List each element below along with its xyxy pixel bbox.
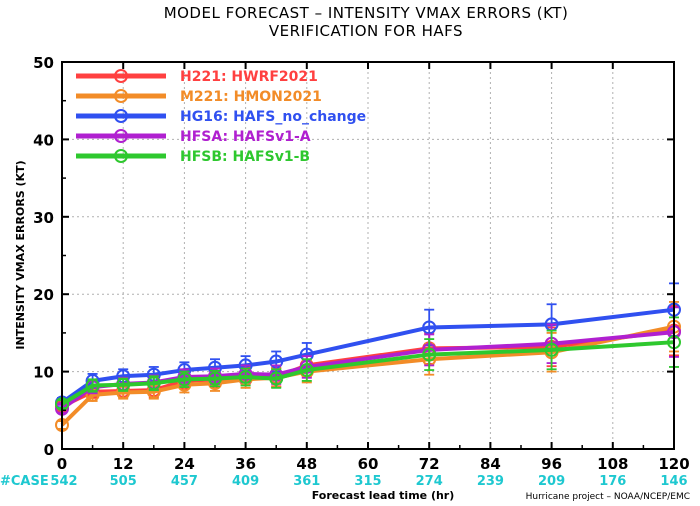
legend-marker-HFSA: [114, 129, 128, 143]
case-count-0: 542: [50, 474, 77, 489]
y-tick-label-20: 20: [33, 286, 54, 304]
y-tick-label-40: 40: [33, 131, 54, 149]
data-point-HG16-72: [422, 320, 437, 335]
data-point-HFSB-72: [422, 347, 437, 362]
legend-item-HFSA: HFSA: HAFSv1-A: [76, 129, 311, 145]
case-count-36: 409: [232, 474, 259, 489]
case-count-108: 176: [599, 474, 626, 489]
data-point-HFSB-12: [116, 377, 131, 392]
case-count-60: 315: [354, 474, 381, 489]
legend-label-M221: M221: HMON2021: [180, 89, 322, 105]
y-tick-label-0: 0: [44, 441, 54, 459]
case-count-12: 505: [110, 474, 137, 489]
case-count-84: 239: [477, 474, 504, 489]
x-tick-label-108: 108: [597, 455, 628, 473]
legend-label-H221: H221: HWRF2021: [180, 69, 318, 85]
case-count-72: 274: [416, 474, 443, 489]
legend-item-HFSB: HFSB: HAFSv1-B: [76, 149, 310, 165]
chart-title-line2: VERIFICATION FOR HAFS: [269, 22, 463, 40]
legend-marker-H221: [114, 69, 128, 83]
legend-label-HFSB: HFSB: HAFSv1-B: [180, 149, 310, 165]
data-point-HFSB-36: [238, 370, 253, 385]
data-point-HFSB-42: [269, 371, 284, 386]
data-point-HFSB-18: [146, 376, 161, 391]
case-counts: #CASE 542 505 457 409 361 315 274 239 209 176 146: [0, 474, 688, 489]
case-count-120: 146: [660, 474, 687, 489]
legend-label-HFSA: HFSA: HAFSv1-A: [180, 129, 311, 145]
x-tick-label-24: 24: [174, 455, 195, 473]
x-tick-label-12: 12: [113, 455, 134, 473]
credit-text: Hurricane project – NOAA/NCEP/EMC: [526, 492, 690, 502]
data-point-HFSB-48: [299, 363, 314, 378]
legend-label-HG16: HG16: HAFS_no_change: [180, 109, 366, 125]
legend-item-HG16: HG16: HAFS_no_change: [76, 109, 366, 125]
y-axis-label: INTENSITY VMAX ERRORS (KT): [14, 160, 27, 349]
y-tick-label-50: 50: [33, 54, 54, 72]
x-tick-label-48: 48: [296, 455, 317, 473]
data-point-HFSB-24: [177, 372, 192, 387]
case-count-48: 361: [293, 474, 320, 489]
x-tick-label-36: 36: [235, 455, 256, 473]
data-point-HFSB-6: [85, 378, 100, 393]
grid-lines: [62, 62, 674, 449]
axis-ticks: 0 12 24 36 48 60 72 84 96 108 120 0 10 20 30 40 50: [33, 54, 690, 473]
x-tick-label-0: 0: [57, 455, 67, 473]
x-axis-label: Forecast lead time (hr): [312, 489, 455, 502]
legend-marker-HG16: [114, 109, 128, 123]
case-prefix: #CASE: [0, 474, 49, 489]
series-HFSB: [55, 316, 681, 412]
x-tick-label-60: 60: [358, 455, 379, 473]
data-point-HFSB-30: [208, 371, 222, 386]
data-point-HFSB-96: [544, 342, 559, 357]
series-layer: [55, 282, 681, 433]
x-tick-label-96: 96: [541, 455, 562, 473]
x-tick-label-120: 120: [658, 455, 689, 473]
legend-marker-HFSB: [114, 149, 128, 163]
legend: H221: HWRF2021 M221: HMON2021 HG16: HAFS_n…: [76, 69, 366, 165]
case-count-96: 209: [538, 474, 565, 489]
y-tick-label-10: 10: [33, 364, 54, 382]
x-tick-label-84: 84: [480, 455, 501, 473]
x-tick-label-72: 72: [419, 455, 440, 473]
legend-marker-M221: [114, 89, 128, 103]
case-count-24: 457: [171, 474, 198, 489]
y-tick-label-30: 30: [33, 209, 54, 227]
legend-item-H221: H221: HWRF2021: [76, 69, 318, 85]
legend-item-M221: M221: HMON2021: [76, 89, 322, 105]
chart-title-line1: MODEL FORECAST – INTENSITY VMAX ERRORS (…: [164, 4, 569, 22]
